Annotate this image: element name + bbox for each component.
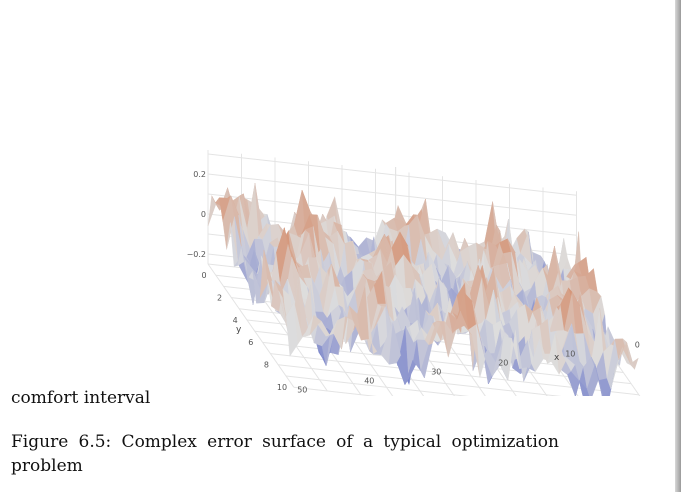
back-wall-grid-line [207,153,577,196]
body-text-comfort-interval: comfort interval [11,388,151,408]
floor-grid-line [207,263,295,388]
y-tick-label: 2 [217,293,222,302]
x-tick-label: 10 [565,350,575,359]
axis-ticks: 0.2 0 −0.2 0 2 4 6 8 10 0 10 20 30 40 50 [187,170,640,395]
back-wall-grid-line [207,193,577,236]
x-tick-label: 40 [364,377,374,386]
surface-patch [626,342,639,370]
y-tick-label: 8 [264,361,269,370]
floor-grid-line [285,375,470,396]
y-tick-label: 10 [277,383,287,392]
error-surface-plot: 0.2 0 −0.2 0 2 4 6 8 10 0 10 20 30 40 50 y x [150,36,675,396]
floor-grid-line [278,364,562,396]
y-tick-label: 6 [248,338,253,347]
x-tick-label: 50 [297,386,307,395]
y-axis-label: y [236,325,242,335]
x-tick-label: 0 [635,341,640,350]
x-tick-label: 30 [431,368,441,377]
figure-caption: Figure 6.5: Complex error surface of a t… [11,432,559,476]
z-tick-label: 0 [201,210,206,219]
surface-patch [578,379,590,396]
y-tick-label: 0 [201,271,206,280]
surface-mesh [207,183,639,396]
error-surface-svg: 0.2 0 −0.2 0 2 4 6 8 10 0 10 20 30 40 50 y x [187,150,641,396]
z-tick-label: −0.2 [187,250,206,259]
z-tick-label: 0.2 [193,170,206,179]
x-tick-label: 20 [498,359,508,368]
floor-grid-line [293,386,377,396]
page-edge-shadow [675,0,681,492]
x-axis-label: x [554,353,560,363]
back-wall-grid-line [207,173,577,216]
y-tick-label: 4 [233,316,238,325]
surface-patch [594,364,604,396]
